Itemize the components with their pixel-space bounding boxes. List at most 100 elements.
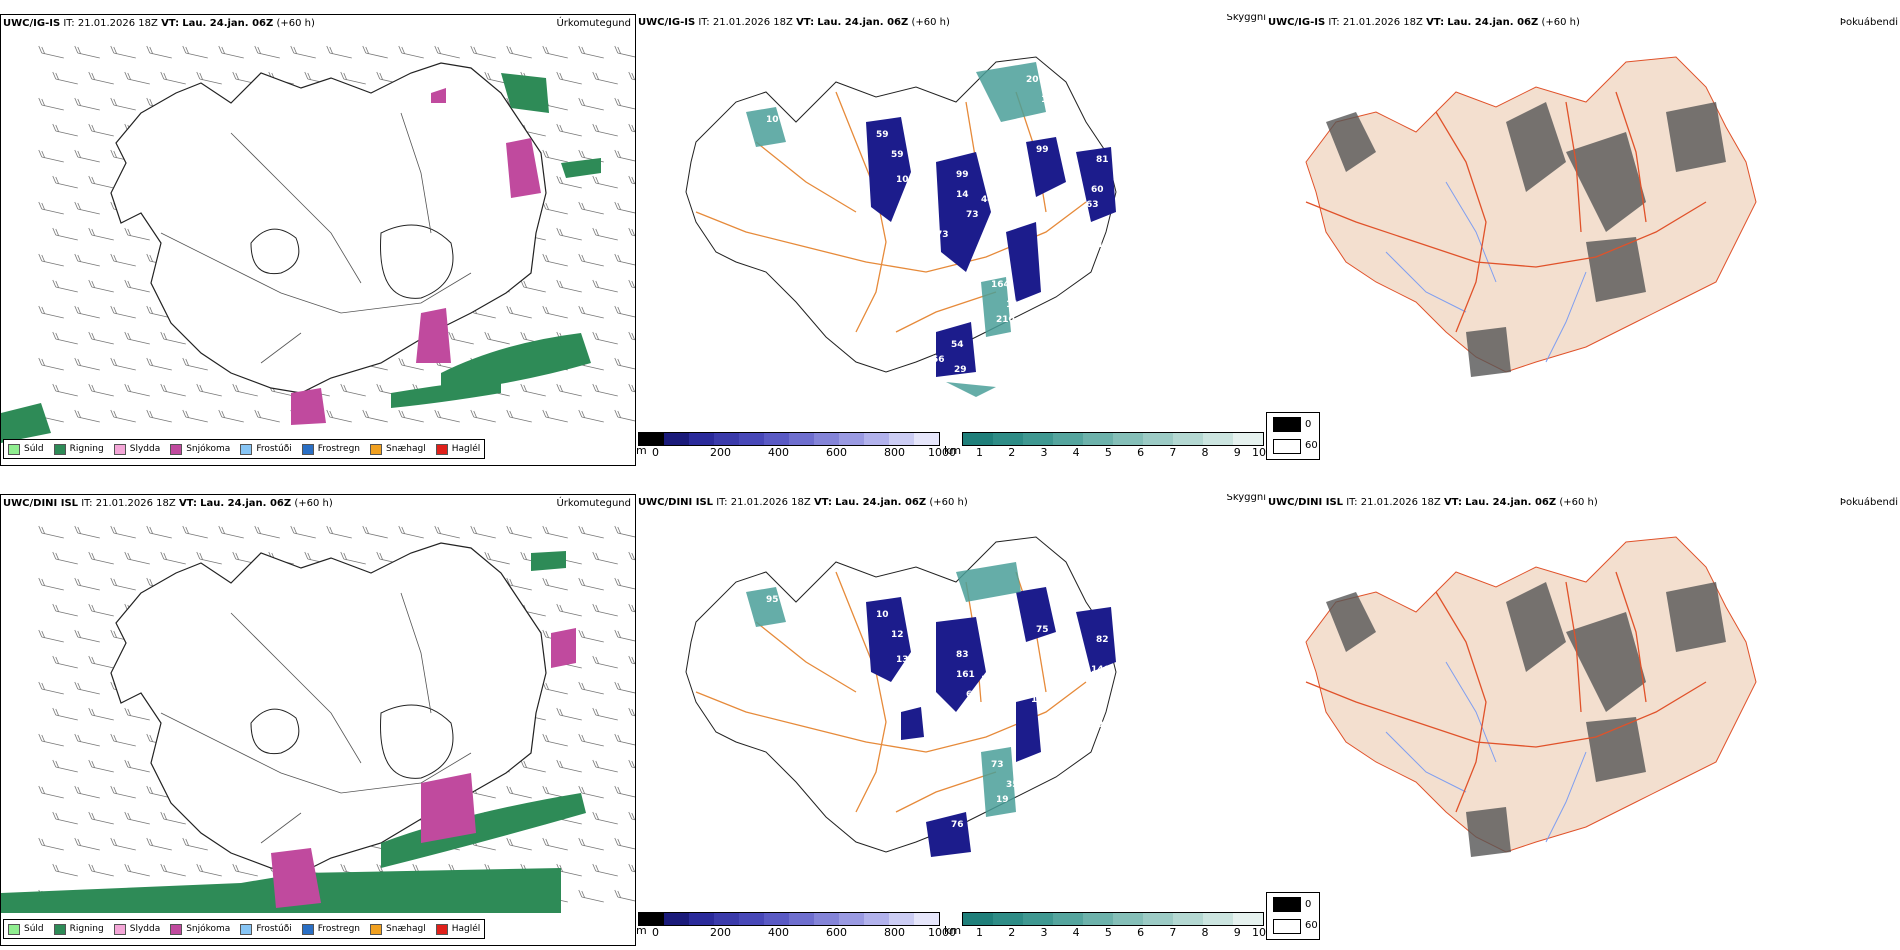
colorbar-tick-label: 7 — [1169, 446, 1177, 459]
cloud-base-label: 76 — [951, 820, 964, 830]
cloud-base-label: 59 — [891, 150, 904, 160]
roads — [1305, 91, 1707, 333]
cloud-base-label: 96 — [1031, 215, 1044, 225]
cloud-base-label: 71 — [1041, 575, 1054, 585]
roads — [160, 112, 472, 364]
snow-area — [271, 628, 576, 908]
colorbar-segment — [1053, 913, 1083, 925]
fog-legend-dark-value: 0 — [1305, 419, 1312, 430]
colorbar-tick-label: 8 — [1201, 446, 1209, 459]
colorbar-segment — [1173, 433, 1203, 445]
colorbar-segment — [1203, 433, 1233, 445]
iceland-landmass — [1305, 56, 1757, 373]
colorbar-segment — [1113, 433, 1143, 445]
snow-area — [291, 88, 541, 425]
cloud-base-label: 19 — [996, 795, 1009, 805]
colorbar-tick-label: 6 — [1137, 926, 1145, 939]
km-unit: km — [944, 924, 962, 937]
height-colorbar — [638, 912, 940, 926]
legend-item: Snæhagl — [370, 923, 426, 935]
legend-item: Frostregn — [301, 443, 360, 455]
legend-item: Haglél — [435, 923, 480, 935]
cloud-base-label: 63 — [1046, 735, 1059, 745]
cloud-base-label: 13 — [896, 655, 909, 665]
cloud-teal-area — [746, 62, 1046, 397]
legend-item: Snjókoma — [170, 443, 230, 455]
cloud-base-label: 12 — [891, 630, 904, 640]
colorbar-segment — [714, 433, 739, 445]
fog-legend-dark-value: 0 — [1305, 899, 1312, 910]
roads — [1305, 571, 1707, 813]
legend-item: Súld — [8, 443, 44, 455]
colorbar-segment — [839, 433, 864, 445]
colorbar-tick-label: 600 — [826, 926, 847, 939]
colorbar-segment — [739, 433, 764, 445]
panel-header: UWC/IG-IS IT: 21.01.2026 18Z VT: Lau. 24… — [638, 17, 950, 28]
cloud-base-label: 164 — [991, 280, 1010, 290]
cloud-base-label: 14 — [1041, 95, 1054, 105]
cloud-base-label: 82 — [1096, 635, 1109, 645]
colorbar-segment — [1233, 433, 1263, 445]
cloud-base-label: 10 — [896, 175, 909, 185]
cloud-base-label: 10 — [876, 610, 889, 620]
colorbar-segment — [789, 433, 814, 445]
cloud-base-label: 54 — [951, 340, 964, 350]
cloud-base-label: 44 — [981, 195, 994, 205]
colorbar-segment — [639, 913, 664, 925]
cloud-base-label: 99 — [956, 170, 969, 180]
cloud-base-label: 63 — [1086, 200, 1099, 210]
colorbar-segment — [1053, 433, 1083, 445]
colorbar-segment — [1023, 913, 1053, 925]
cloud-teal-area — [746, 562, 1021, 817]
iceland-coastline — [110, 62, 547, 394]
cloud-base-label: 146 — [1091, 665, 1110, 675]
legend-item: Slydda — [113, 443, 160, 455]
glacier-outlines — [250, 704, 454, 779]
colorbar-tick-label: 200 — [710, 446, 731, 459]
colorbar-segment — [993, 433, 1023, 445]
cloud-base-label: 27 — [1086, 680, 1099, 690]
colorbar-segment — [1173, 913, 1203, 925]
legend-item: Frostregn — [301, 923, 360, 935]
colorbar-segment — [689, 433, 714, 445]
colorbar-segment — [664, 913, 689, 925]
colorbar-segment — [889, 913, 914, 925]
colorbar-tick-label: 1 — [976, 926, 983, 939]
panel-header: UWC/DINI ISL IT: 21.01.2026 18Z VT: Lau.… — [3, 498, 333, 509]
fog-dark-area — [1326, 582, 1726, 857]
colorbar-segment — [864, 913, 889, 925]
precip-type-map — [1, 45, 635, 443]
cloud-base-label: 29 — [954, 365, 967, 375]
cloud-panel-ig: UWC/IG-IS IT: 21.01.2026 18Z VT: Lau. 24… — [636, 14, 1266, 464]
colorbar-tick-label: 3 — [1040, 926, 1048, 939]
cloud-base-label: 10 — [766, 115, 779, 125]
colorbar-segment — [1143, 913, 1173, 925]
colorbar-tick-label: 600 — [826, 446, 847, 459]
panel-header: UWC/DINI ISL IT: 21.01.2026 18Z VT: Lau.… — [1268, 497, 1598, 508]
cloud-base-label: 89 — [1091, 720, 1104, 730]
colorbar-tick-label: 5 — [1104, 926, 1112, 939]
precip-type-legend: Súld Rigning Slydda Snjókoma Frostúði Fr… — [3, 439, 486, 459]
precip-type-panel-dini: UWC/DINI ISL IT: 21.01.2026 18Z VT: Lau.… — [0, 494, 636, 946]
colorbar-tick-label: 800 — [884, 446, 905, 459]
colorbar-tick-label: 9 — [1233, 926, 1241, 939]
rivers — [1385, 661, 1587, 843]
fog-panel-ig: UWC/IG-IS IT: 21.01.2026 18Z VT: Lau. 24… — [1266, 14, 1900, 464]
height-unit: m — [636, 444, 647, 457]
cloud-base-label: 85 — [1056, 235, 1069, 245]
colorbar-tick-label: 2 — [1008, 446, 1016, 459]
colorbar-tick-label: 400 — [768, 926, 789, 939]
fog-legend-light-value: 60 — [1305, 440, 1318, 451]
legend-item: Slydda — [113, 923, 160, 935]
cloud-base-label: 35 — [1006, 780, 1019, 790]
colorbar-segment — [993, 913, 1023, 925]
iceland-coastline — [685, 56, 1117, 373]
cloud-base-label: 56 — [932, 355, 945, 365]
colorbar-tick-label: 1 — [976, 446, 983, 459]
colorbar-tick-label: 200 — [710, 926, 731, 939]
cloud-base-label: 15 — [1046, 680, 1059, 690]
colorbar-segment — [839, 913, 864, 925]
cloud-base-label: 133 — [1046, 255, 1065, 265]
cloud-base-label: 113 — [1091, 240, 1110, 250]
